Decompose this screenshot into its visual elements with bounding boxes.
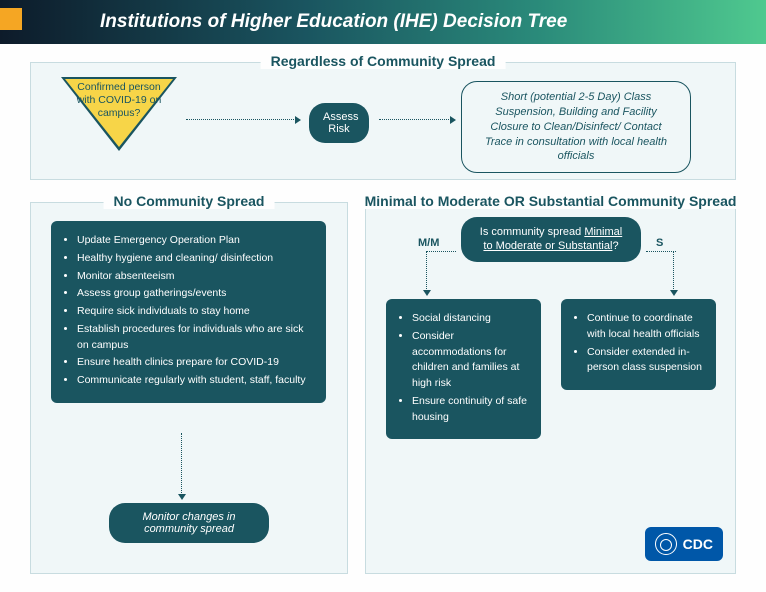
- list-item: Ensure health clinics prepare for COVID-…: [77, 355, 314, 371]
- question-node: Is community spread Minimal to Moderate …: [461, 217, 641, 262]
- section-label-no-spread: No Community Spread: [104, 193, 275, 209]
- list-item: Assess group gatherings/events: [77, 286, 314, 302]
- list-item: Require sick individuals to stay home: [77, 304, 314, 320]
- question-post: ?: [612, 240, 618, 252]
- mm-path-v: [426, 251, 427, 291]
- cdc-logo: CDC: [645, 527, 723, 561]
- header-bar: Institutions of Higher Education (IHE) D…: [0, 0, 766, 44]
- s-branch-label: S: [656, 237, 663, 249]
- list-item: Update Emergency Operation Plan: [77, 233, 314, 249]
- section-label-mm-s: Minimal to Moderate OR Substantial Commu…: [355, 193, 747, 209]
- page-title: Institutions of Higher Education (IHE) D…: [100, 11, 567, 33]
- list-item: Consider extended in-person class suspen…: [587, 345, 704, 377]
- list-item: Ensure continuity of safe housing: [412, 394, 529, 426]
- section-mm-or-s: Minimal to Moderate OR Substantial Commu…: [365, 202, 736, 574]
- header-accent: [0, 8, 22, 30]
- s-path-v: [673, 251, 674, 291]
- mm-bullets: Social distancing Consider accommodation…: [386, 299, 541, 439]
- list-item: Healthy hygiene and cleaning/ disinfecti…: [77, 251, 314, 267]
- cdc-seal-icon: [655, 533, 677, 555]
- arrow-to-outcome: [379, 119, 451, 120]
- list-item: Consider accommodations for children and…: [412, 329, 529, 392]
- section-label-regardless: Regardless of Community Spread: [261, 53, 506, 69]
- monitor-node: Monitor changes in community spread: [109, 503, 269, 543]
- list-item: Establish procedures for individuals who…: [77, 322, 314, 354]
- assess-risk-node: Assess Risk: [309, 103, 369, 143]
- section-regardless: Regardless of Community Spread Confirmed…: [30, 62, 736, 180]
- outcome-node: Short (potential 2-5 Day) Class Suspensi…: [461, 81, 691, 173]
- list-item: Communicate regularly with student, staf…: [77, 373, 314, 389]
- no-spread-bullets: Update Emergency Operation Plan Healthy …: [51, 221, 326, 403]
- s-bullets: Continue to coordinate with local health…: [561, 299, 716, 390]
- s-path-h: [646, 251, 676, 252]
- list-item: Social distancing: [412, 311, 529, 327]
- arrow-to-assess: [186, 119, 296, 120]
- arrow-to-monitor: [181, 433, 182, 495]
- list-item: Continue to coordinate with local health…: [587, 311, 704, 343]
- mm-branch-label: M/M: [418, 237, 439, 249]
- triangle-text: Confirmed person with COVID-19 on campus…: [73, 81, 165, 120]
- question-pre: Is community spread: [480, 226, 581, 238]
- cdc-label: CDC: [683, 536, 713, 552]
- mm-path-h: [426, 251, 456, 252]
- section-no-spread: No Community Spread Update Emergency Ope…: [30, 202, 348, 574]
- list-item: Monitor absenteeism: [77, 269, 314, 285]
